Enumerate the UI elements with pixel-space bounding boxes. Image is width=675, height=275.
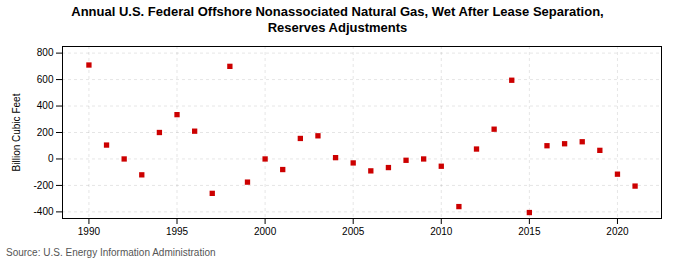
svg-text:-200: -200 <box>33 180 53 191</box>
svg-text:1990: 1990 <box>78 226 101 237</box>
svg-text:2020: 2020 <box>606 226 629 237</box>
svg-text:2000: 2000 <box>254 226 277 237</box>
svg-text:400: 400 <box>37 100 54 111</box>
svg-text:200: 200 <box>37 127 54 138</box>
svg-text:1995: 1995 <box>166 226 189 237</box>
svg-text:600: 600 <box>37 74 54 85</box>
svg-text:800: 800 <box>37 47 54 58</box>
svg-text:2005: 2005 <box>342 226 365 237</box>
html-text:Annual U.S. Federal Offshore N: Annual U.S. Federal Offshore Nonassociat… <box>71 4 604 35</box>
html-text:Source: U.S. Energy Informatio: Source: U.S. Energy Information Administ… <box>6 247 216 258</box>
svg-text:Billion Cubic Feet: Billion Cubic Feet <box>11 93 22 171</box>
svg-text:2010: 2010 <box>430 226 453 237</box>
svg-text:-400: -400 <box>33 206 53 217</box>
svg-text:0: 0 <box>48 153 54 164</box>
svg-text:2015: 2015 <box>518 226 541 237</box>
